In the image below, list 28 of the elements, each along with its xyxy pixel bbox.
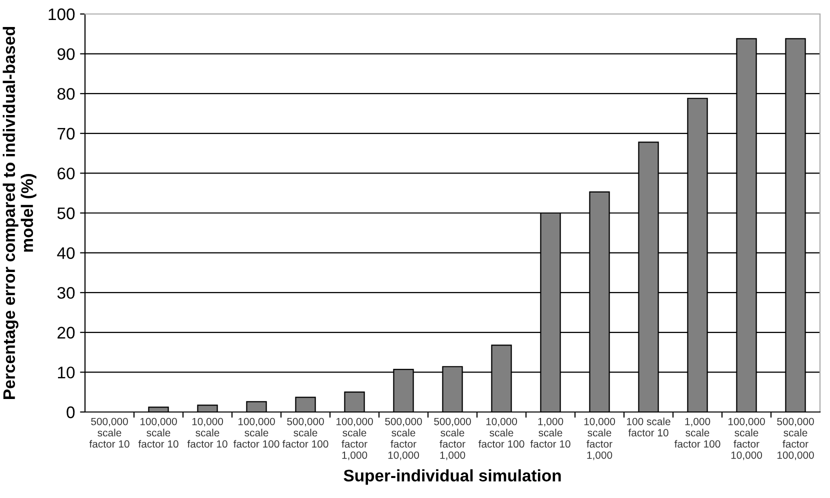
y-tick-label: 40 [57,247,75,260]
x-tick-label: 100,000 scale factor 100 [233,418,280,448]
x-tick-label: 100,000 scale factor 10 [138,418,178,448]
x-tick-label: 1,000 scale factor 100 [674,418,720,448]
x-tick-label: 10,000 scale factor 1,000 [584,418,616,460]
y-tick-label: 70 [58,128,75,140]
y-tick-label: 0 [66,406,75,418]
y-tick-label: 80 [57,88,75,100]
y-tick-label: 90 [58,48,75,60]
x-tick-label: 100,000 scale factor 1,000 [336,418,373,460]
y-axis-title: Percentage error compared to individual-based model (%) [2,26,36,399]
y-tick-label: 100 [48,8,75,20]
x-tick-label: 500,000 scale factor 100,000 [777,418,814,460]
y-tick-label: 30 [57,287,75,299]
x-tick-label: 10,000 scale factor 10 [187,418,228,448]
x-tick-label: 500,000 scale factor 10,000 [385,418,422,460]
y-tick-label: 10 [58,366,75,378]
x-axis-title: Super-individual simulation [344,469,561,485]
x-tick-label: 1,000 scale factor 10 [530,418,570,448]
x-tick-label: 10,000 scale factor 100 [478,418,524,448]
y-tick-label: 60 [58,168,75,180]
x-tick-label: 500,000 scale factor 1,000 [434,418,471,460]
x-tick-label: 100 scale factor 10 [627,418,670,436]
y-tick-label: 50 [57,207,75,220]
y-tick-label: 20 [58,326,75,339]
x-tick-label: 100,000 scale factor 10,000 [728,418,765,460]
x-tick-label: 500,000 scale factor 10 [89,418,130,448]
x-tick-label: 500,000 scale factor 100 [282,418,328,448]
